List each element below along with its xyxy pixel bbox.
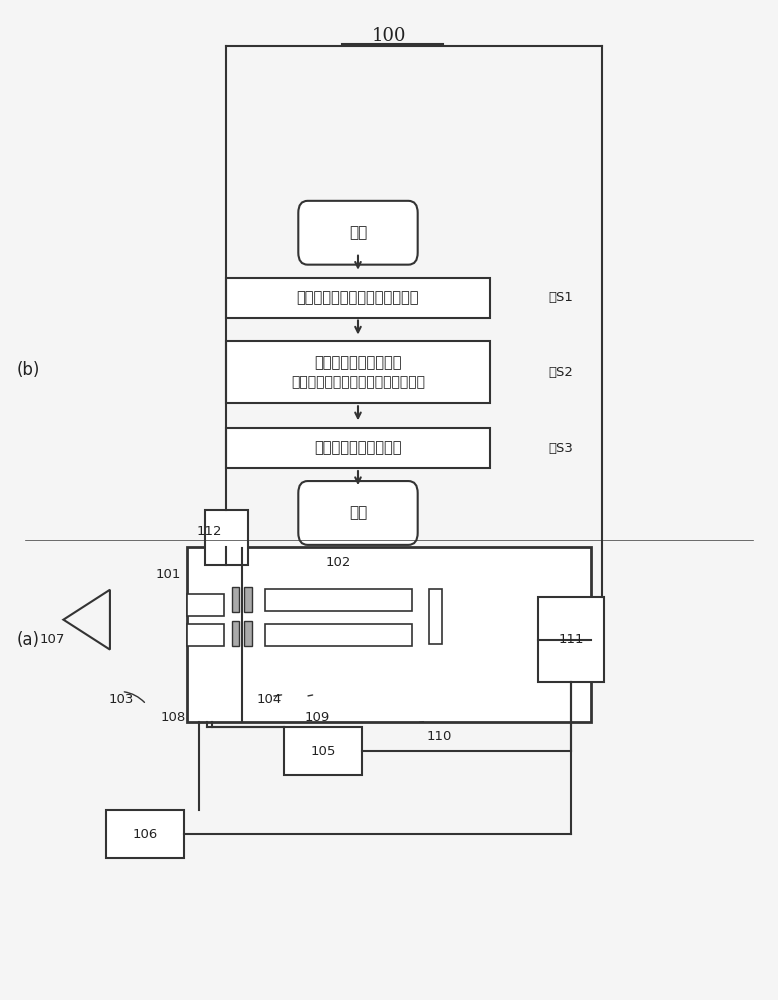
FancyBboxPatch shape — [187, 594, 224, 616]
Text: 110: 110 — [426, 730, 452, 743]
FancyBboxPatch shape — [232, 621, 240, 646]
Text: 100: 100 — [372, 27, 406, 45]
Text: 101: 101 — [156, 568, 180, 581]
FancyBboxPatch shape — [232, 587, 240, 612]
FancyBboxPatch shape — [538, 597, 605, 682]
FancyBboxPatch shape — [265, 624, 412, 646]
FancyBboxPatch shape — [226, 278, 490, 318]
Text: 取得第一真空室的压力: 取得第一真空室的压力 — [314, 355, 401, 370]
Text: 存储第一真空室的压力的基准值: 存储第一真空室的压力的基准值 — [296, 290, 419, 305]
FancyBboxPatch shape — [244, 621, 252, 646]
FancyBboxPatch shape — [226, 341, 490, 403]
Text: ～S3: ～S3 — [548, 442, 573, 455]
FancyBboxPatch shape — [265, 589, 412, 611]
FancyBboxPatch shape — [187, 547, 591, 722]
Text: 111: 111 — [559, 633, 584, 646]
Text: 107: 107 — [39, 633, 65, 646]
FancyBboxPatch shape — [187, 624, 224, 646]
Text: (a): (a) — [17, 631, 40, 649]
FancyBboxPatch shape — [284, 727, 362, 775]
FancyBboxPatch shape — [205, 510, 247, 565]
Text: (b): (b) — [17, 361, 40, 379]
Text: 105: 105 — [310, 745, 336, 758]
Text: 103: 103 — [109, 693, 135, 706]
Text: 106: 106 — [132, 828, 157, 841]
Text: 112: 112 — [196, 525, 222, 538]
Text: （大气压相关值、表示大气压的值）: （大气压相关值、表示大气压的值） — [291, 375, 425, 389]
Text: 109: 109 — [305, 711, 331, 724]
Text: 104: 104 — [256, 693, 282, 706]
Text: 控制第一真空泵的转速: 控制第一真空泵的转速 — [314, 441, 401, 456]
FancyBboxPatch shape — [429, 589, 443, 644]
Text: 108: 108 — [161, 711, 186, 724]
FancyBboxPatch shape — [244, 587, 252, 612]
Text: ～S2: ～S2 — [548, 366, 573, 379]
FancyBboxPatch shape — [106, 810, 184, 858]
FancyBboxPatch shape — [226, 428, 490, 468]
FancyBboxPatch shape — [298, 201, 418, 265]
Text: ～S1: ～S1 — [548, 291, 573, 304]
FancyBboxPatch shape — [298, 481, 418, 545]
Text: 结束: 结束 — [349, 505, 367, 520]
Text: 开始: 开始 — [349, 225, 367, 240]
Text: 102: 102 — [326, 556, 352, 569]
